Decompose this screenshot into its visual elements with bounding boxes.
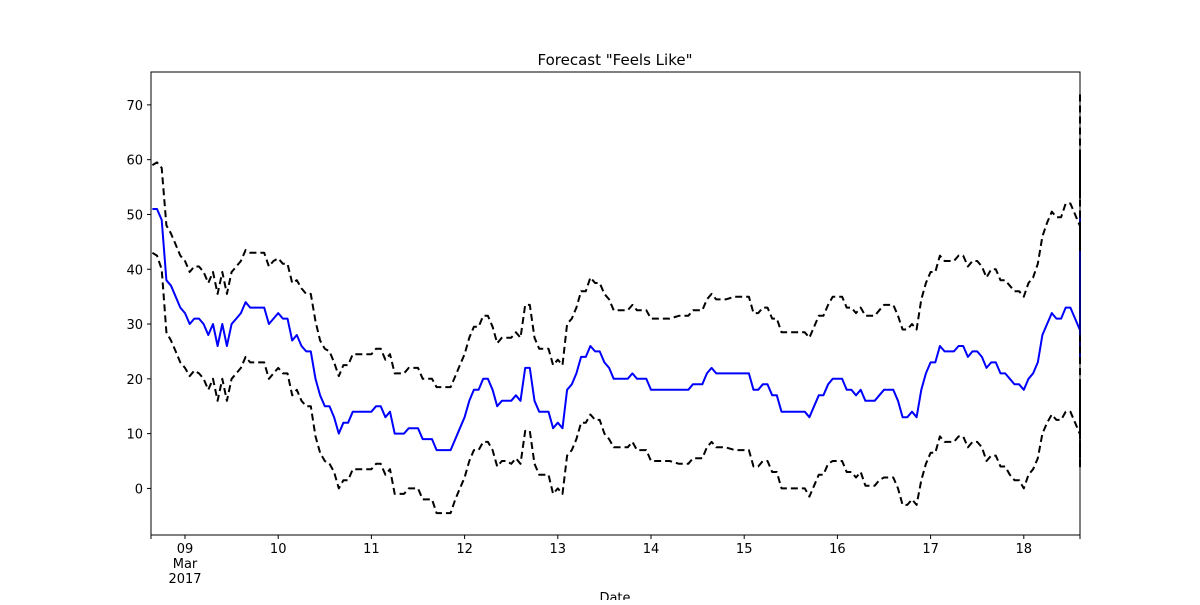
- y-tick-label: 0: [135, 482, 143, 497]
- y-tick-label: 40: [126, 263, 143, 278]
- x-tick-label: 10: [270, 542, 287, 557]
- y-tick-label: 70: [126, 99, 143, 114]
- y-axis: 0 10 20 30 40 50 60 70: [126, 99, 151, 497]
- x-tick-label: 09: [177, 542, 194, 557]
- chart-title: Forecast "Feels Like": [538, 51, 693, 69]
- x-tick-label: 18: [1016, 542, 1033, 557]
- y-tick-label: 10: [126, 428, 143, 443]
- x-tick-label: 11: [363, 542, 380, 557]
- plot-frame: [150, 71, 1081, 536]
- x-tick-sublabel: Mar: [173, 557, 198, 572]
- series-forecast: [152, 208, 1081, 452]
- x-tick-label: 16: [829, 542, 846, 557]
- x-tick-label: 15: [736, 542, 753, 557]
- y-tick-label: 50: [126, 208, 143, 223]
- series-group: [151, 91, 1081, 515]
- series-upper-bound: [151, 91, 1081, 389]
- x-tick-label: 13: [550, 542, 567, 557]
- x-tick-label: 14: [643, 542, 660, 557]
- y-tick-label: 30: [126, 318, 143, 333]
- x-tick-label: 17: [922, 542, 939, 557]
- x-tick-sublabel: 2017: [168, 572, 201, 587]
- x-tick-label: 12: [456, 542, 473, 557]
- y-tick-label: 20: [126, 373, 143, 388]
- x-axis-label: Date: [599, 591, 630, 600]
- y-tick-label: 60: [126, 154, 143, 169]
- series-lower-bound: [151, 251, 1081, 515]
